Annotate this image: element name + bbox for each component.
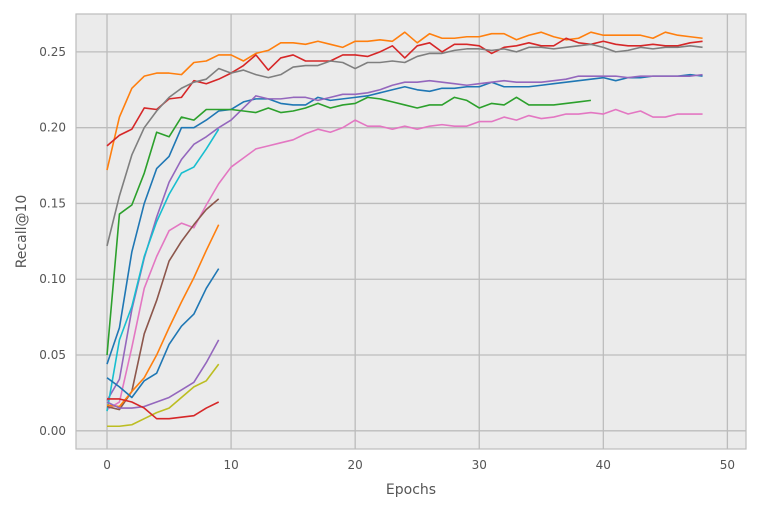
y-axis-title: Recall@10 <box>14 195 30 269</box>
x-tick-label: 50 <box>720 458 735 472</box>
x-axis-title: Epochs <box>386 482 436 498</box>
y-tick-label: 0.05 <box>39 348 66 362</box>
series-line-3 <box>106 43 703 247</box>
series-line-7 <box>106 108 703 411</box>
series-line-6 <box>106 96 592 356</box>
y-tick-label: 0.15 <box>39 196 66 210</box>
x-tick-label: 40 <box>596 458 611 472</box>
series-lines <box>106 31 703 428</box>
y-tick-label: 0.10 <box>39 272 66 286</box>
y-tick-label: 0.00 <box>39 424 66 438</box>
y-tick-label: 0.25 <box>39 45 66 59</box>
series-line-4 <box>106 73 703 365</box>
series-line-1 <box>106 31 703 171</box>
series-line-8 <box>106 128 220 412</box>
x-tick-label: 20 <box>348 458 363 472</box>
x-tick-label: 10 <box>223 458 238 472</box>
y-tick-label: 0.20 <box>39 121 66 135</box>
plot-area <box>75 13 747 450</box>
series-line-11 <box>106 268 220 399</box>
series-line-14 <box>107 398 220 420</box>
series-line-10 <box>106 224 220 408</box>
x-tick-label: 0 <box>103 458 111 472</box>
tick-labels: 0 10 20 30 40 50 0.00 0.05 0.10 0.15 0.20 0.25 <box>39 45 735 472</box>
x-tick-label: 30 <box>472 458 487 472</box>
series-line-12 <box>106 339 220 409</box>
series-line-13 <box>107 363 220 428</box>
series-line-2 <box>106 37 703 147</box>
series-line-5 <box>106 73 703 401</box>
